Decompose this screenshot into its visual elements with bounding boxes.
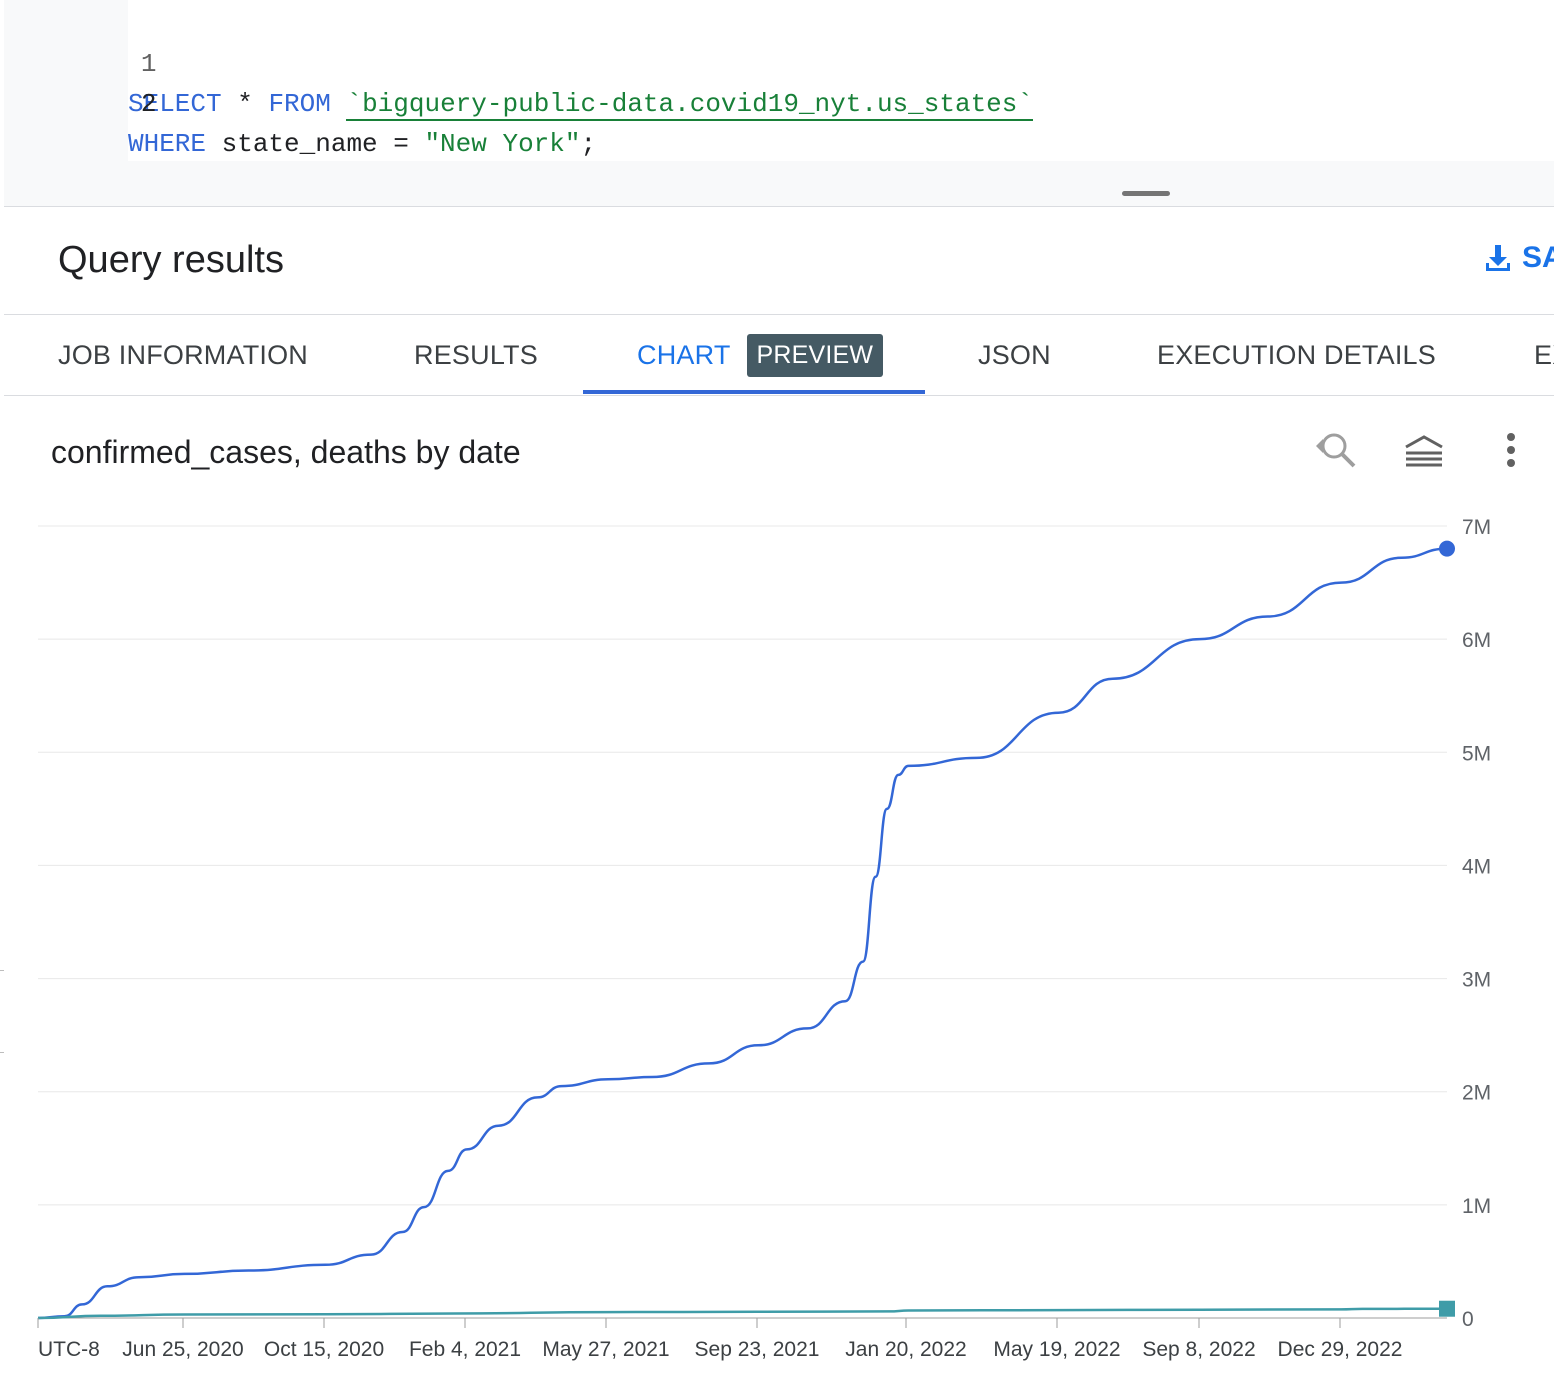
sql-keyword: FROM — [268, 89, 331, 119]
panel-edge-tick — [0, 1052, 4, 1053]
tab-label: JOB INFORMATION — [58, 339, 308, 370]
tab-job-information[interactable]: JOB INFORMATION — [58, 315, 308, 395]
y-tick-label: 5M — [1462, 742, 1491, 765]
query-editor[interactable]: 1 SELECT * FROM `bigquery-public-data.co… — [4, 0, 1554, 207]
panel-edge-tick — [0, 970, 4, 971]
stacked-series-icon[interactable] — [1402, 430, 1446, 470]
series-end-marker-deaths[interactable] — [1439, 1300, 1455, 1317]
editor-code-area[interactable] — [128, 0, 1554, 161]
save-results-button[interactable]: SA — [1484, 241, 1554, 275]
y-tick-label: 0 — [1462, 1308, 1474, 1331]
x-tick-label: May 27, 2021 — [542, 1338, 669, 1361]
sql-keyword: WHERE — [128, 129, 207, 159]
y-tick-label: 1M — [1462, 1195, 1491, 1218]
editor-resize-handle[interactable] — [1122, 191, 1170, 196]
code-text[interactable]: SELECT * FROM `bigquery-public-data.covi… — [128, 84, 1033, 124]
chart-panel: confirmed_cases, deaths by date 0 1M 2M 3M 4… — [0, 396, 1554, 1380]
y-tick-label: 7M — [1462, 516, 1491, 539]
x-tick-label: May 19, 2022 — [993, 1338, 1120, 1361]
chart-title: confirmed_cases, deaths by date — [51, 434, 521, 470]
preview-badge: PREVIEW — [746, 333, 884, 377]
y-tick-label: 3M — [1462, 969, 1491, 992]
download-icon — [1486, 245, 1510, 271]
sql-keyword: SELECT — [128, 89, 222, 119]
x-tick-label: Feb 4, 2021 — [409, 1338, 521, 1361]
tab-label: RESULTS — [414, 339, 538, 370]
tab-execution-details[interactable]: EXECUTION DETAILS — [1157, 315, 1436, 395]
code-line[interactable]: 2 WHERE state_name = "New York"; — [4, 44, 596, 159]
tab-label: EXECUTION DETAILS — [1157, 339, 1436, 370]
x-tick-label: Sep 23, 2021 — [695, 1338, 820, 1361]
sql-text: * — [221, 89, 269, 119]
line-number: 2 — [140, 89, 157, 119]
results-tabs: JOB INFORMATION RESULTS CHART PREVIEW JS… — [4, 315, 1554, 396]
y-tick-label: 2M — [1462, 1082, 1491, 1105]
page-title: Query results — [58, 239, 284, 281]
zoom-reset-icon[interactable] — [1310, 430, 1360, 470]
series-line-deaths — [37, 1307, 1448, 1320]
x-tick-label: Oct 15, 2020 — [264, 1338, 384, 1361]
sql-string: "New York" — [424, 129, 581, 159]
tab-label: EX — [1534, 339, 1554, 370]
tab-json[interactable]: JSON — [978, 315, 1051, 395]
series-end-marker-confirmed-cases[interactable] — [1439, 540, 1455, 557]
tab-results[interactable]: RESULTS — [414, 315, 538, 395]
table-reference-link[interactable]: `bigquery-public-data.covid19_nyt.us_sta… — [346, 89, 1033, 121]
sql-text: state_name = — [206, 129, 425, 159]
x-tick-label: Jun 25, 2020 — [122, 1338, 243, 1361]
x-tick-label: Jan 20, 2022 — [845, 1338, 966, 1361]
x-tick-label: UTC-8 — [38, 1338, 100, 1361]
y-tick-label: 6M — [1462, 629, 1491, 652]
code-line[interactable]: 1 SELECT * FROM `bigquery-public-data.co… — [4, 4, 1033, 121]
sql-text — [331, 89, 347, 119]
save-results-label: SA — [1522, 241, 1554, 274]
series-line-confirmed-cases — [37, 547, 1448, 1320]
tab-execution-graph[interactable]: EX — [1534, 315, 1554, 395]
tab-label: JSON — [978, 339, 1051, 370]
results-header: Query results SA — [4, 207, 1554, 315]
more-vert-icon[interactable] — [1500, 430, 1522, 470]
active-tab-indicator — [583, 390, 925, 394]
line-chart[interactable]: 0 1M 2M 3M 4M 5M 6M 7M UTC-8 Jun 25, 2020 Oct 15, … — [0, 396, 1554, 1380]
x-tick-label: Sep 8, 2022 — [1142, 1338, 1255, 1361]
line-number: 1 — [140, 49, 157, 79]
tab-chart[interactable]: CHART PREVIEW — [637, 315, 884, 395]
y-tick-label: 4M — [1462, 855, 1491, 878]
sql-text: ; — [580, 129, 597, 159]
code-text[interactable]: WHERE state_name = "New York"; — [128, 124, 596, 164]
tab-label: CHART — [637, 339, 731, 370]
x-tick-label: Dec 29, 2022 — [1278, 1338, 1403, 1361]
